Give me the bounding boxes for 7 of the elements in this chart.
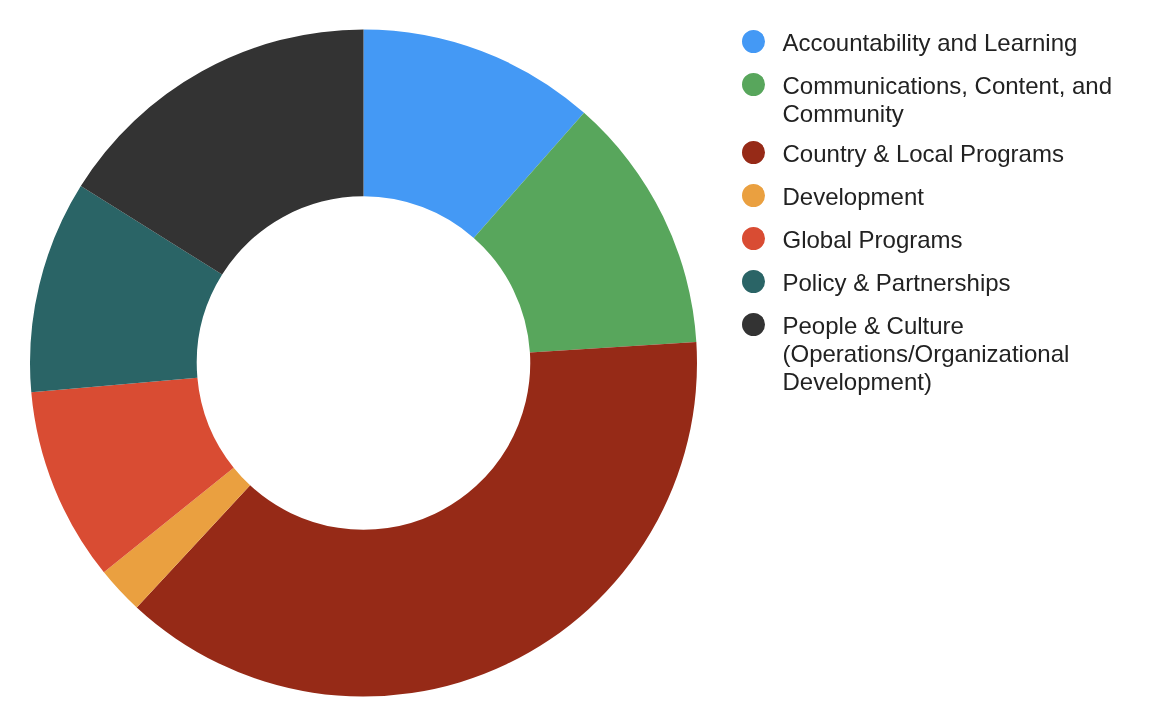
legend-label: Policy & Partnerships [782,269,1011,296]
legend-label: Communications, Content, and Community [782,72,1113,128]
legend-label: Accountability and Learning [782,29,1078,56]
legend-label: Development [782,183,925,210]
legend-label: Global Programs [782,226,963,253]
legend-label: Country & Local Programs [782,140,1064,167]
legend-label: People & Culture (Operations/Organizational Development) [782,312,1070,396]
